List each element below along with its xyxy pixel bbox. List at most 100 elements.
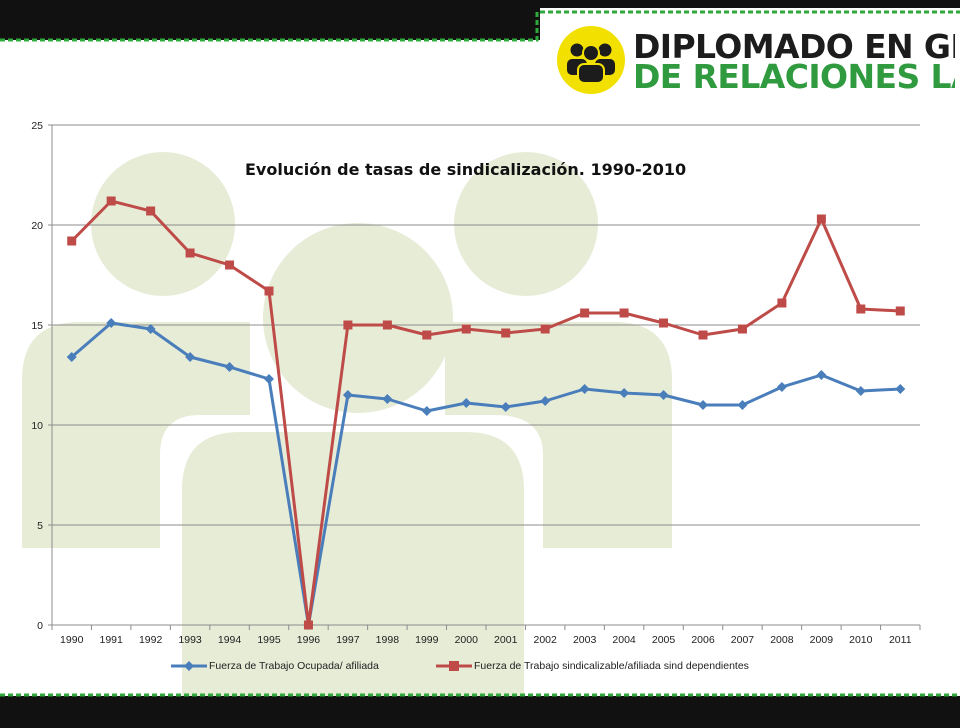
series-1-point-2000 (461, 398, 472, 408)
series-1-point-2007 (737, 400, 748, 410)
x-tick-label-1992: 1992 (139, 634, 163, 646)
series-1-point-1991 (106, 318, 117, 328)
header-bar (0, 0, 960, 42)
series-1-point-1998 (382, 394, 393, 404)
series-2-point-1993 (185, 248, 195, 258)
series-2-point-1990 (67, 236, 77, 246)
series-1-point-1993 (185, 352, 196, 362)
legend-item-series-1: Fuerza de Trabajo Ocupada/ afiliada (171, 660, 379, 672)
series-2-point-2010 (856, 304, 866, 314)
series-1-point-2005 (658, 390, 669, 400)
x-tick-label-2007: 2007 (731, 634, 755, 646)
legend-marker-diamond-icon (171, 661, 207, 671)
y-tick-label-15: 15 (31, 320, 43, 332)
grid-lines (48, 124, 921, 630)
series-1-point-2001 (500, 402, 511, 412)
series-1-point-2008 (776, 382, 787, 392)
chart-title: Evolución de tasas de sindicalización. 1… (245, 160, 687, 179)
series-2-point-1998 (382, 320, 392, 330)
series-1-point-1990 (66, 352, 77, 362)
x-tick-label-1994: 1994 (218, 634, 242, 646)
people-group-icon (557, 26, 625, 94)
series-2-point-1996 (303, 620, 313, 630)
bg-figure-head-right (454, 152, 598, 296)
series-1-point-2003 (579, 384, 590, 394)
series-2-point-2007 (737, 324, 747, 334)
series-layer (66, 196, 906, 630)
x-tick-label-2008: 2008 (770, 634, 794, 646)
x-tick-label-1996: 1996 (297, 634, 321, 646)
series-1-point-2009 (816, 370, 827, 380)
chart-legend: Fuerza de Trabajo Ocupada/ afiliada Fuer… (0, 660, 960, 678)
series-2-point-2008 (777, 298, 787, 308)
x-tick-label-1999: 1999 (415, 634, 439, 646)
series-2-point-1994 (225, 260, 235, 270)
x-axis-ticks: 1990 1991 1992 1993 1994 1995 1996 1997 1998 1999… (60, 634, 912, 646)
series-2-point-2003 (580, 308, 590, 318)
y-tick-label-20: 20 (31, 220, 43, 232)
series-2-point-2001 (501, 328, 511, 338)
x-tick-label-2002: 2002 (534, 634, 558, 646)
x-tick-label-2006: 2006 (691, 634, 715, 646)
y-tick-label-25: 25 (31, 120, 43, 132)
x-tick-label-1997: 1997 (336, 634, 360, 646)
series-2-point-1991 (106, 196, 116, 206)
legend-label-series-1: Fuerza de Trabajo Ocupada/ afiliada (209, 660, 379, 672)
x-tick-label-2001: 2001 (494, 634, 518, 646)
bg-figure-head-center (263, 223, 453, 413)
series-2-point-2011 (895, 306, 905, 316)
y-axis-ticks: 0 5 10 15 20 25 (31, 120, 43, 632)
y-tick-label-5: 5 (37, 520, 43, 532)
series-2-point-2006 (698, 330, 708, 340)
legend-item-series-2: Fuerza de Trabajo sindicalizable/afiliad… (436, 660, 749, 672)
series-2-point-2004 (619, 308, 629, 318)
series-2-point-1995 (264, 286, 274, 296)
series-1-point-1994 (224, 362, 235, 372)
x-tick-label-1998: 1998 (376, 634, 400, 646)
series-2-line (70, 199, 901, 627)
x-tick-label-2009: 2009 (810, 634, 834, 646)
bg-figure-body-right (445, 322, 672, 548)
header-dashed-border (0, 10, 960, 42)
bg-figure-body-center (182, 432, 524, 720)
legend-label-series-2: Fuerza de Trabajo sindicalizable/afiliad… (474, 660, 749, 672)
series-1-point-2006 (698, 400, 708, 410)
footer-bar (0, 693, 960, 728)
x-tick-label-2005: 2005 (652, 634, 676, 646)
brand-title-line1: DIPLOMADO EN GESTIÓN (633, 26, 955, 66)
x-tick-label-1991: 1991 (100, 634, 124, 646)
series-1-point-2004 (619, 388, 630, 398)
brand-logo: DIPLOMADO EN GESTIÓN DE RELACIONES LABOR… (557, 26, 955, 96)
x-tick-label-1990: 1990 (60, 634, 84, 646)
series-2-point-1999 (422, 330, 432, 340)
header-dark-band (0, 0, 960, 40)
series-1-point-2011 (895, 384, 906, 394)
series-2-point-2000 (461, 324, 471, 334)
series-2-point-1997 (343, 320, 353, 330)
series-1-point-1999 (421, 406, 432, 416)
series-1-point-1995 (264, 374, 274, 384)
series-1-point-2010 (855, 386, 866, 396)
legend-marker-square-icon (436, 661, 472, 671)
footer-dark-band (0, 696, 960, 728)
x-tick-label-1993: 1993 (178, 634, 202, 646)
x-tick-label-2000: 2000 (455, 634, 479, 646)
x-tick-label-2011: 2011 (889, 634, 912, 646)
x-tick-label-1995: 1995 (257, 634, 281, 646)
series-2-point-1992 (146, 206, 156, 216)
bg-figure-body-left (22, 322, 250, 548)
series-1-point-1992 (145, 324, 156, 334)
series-2-point-2002 (540, 324, 550, 334)
x-tick-label-2010: 2010 (849, 634, 873, 646)
y-tick-label-0: 0 (37, 620, 43, 632)
x-tick-label-2004: 2004 (612, 634, 636, 646)
series-1-line (70, 321, 901, 627)
brand-title-line2: DE RELACIONES LABORALES (633, 57, 955, 96)
series-2-point-2009 (816, 214, 826, 224)
series-1-point-1997 (342, 390, 353, 400)
y-tick-label-10: 10 (31, 420, 43, 432)
x-tick-label-2003: 2003 (573, 634, 597, 646)
